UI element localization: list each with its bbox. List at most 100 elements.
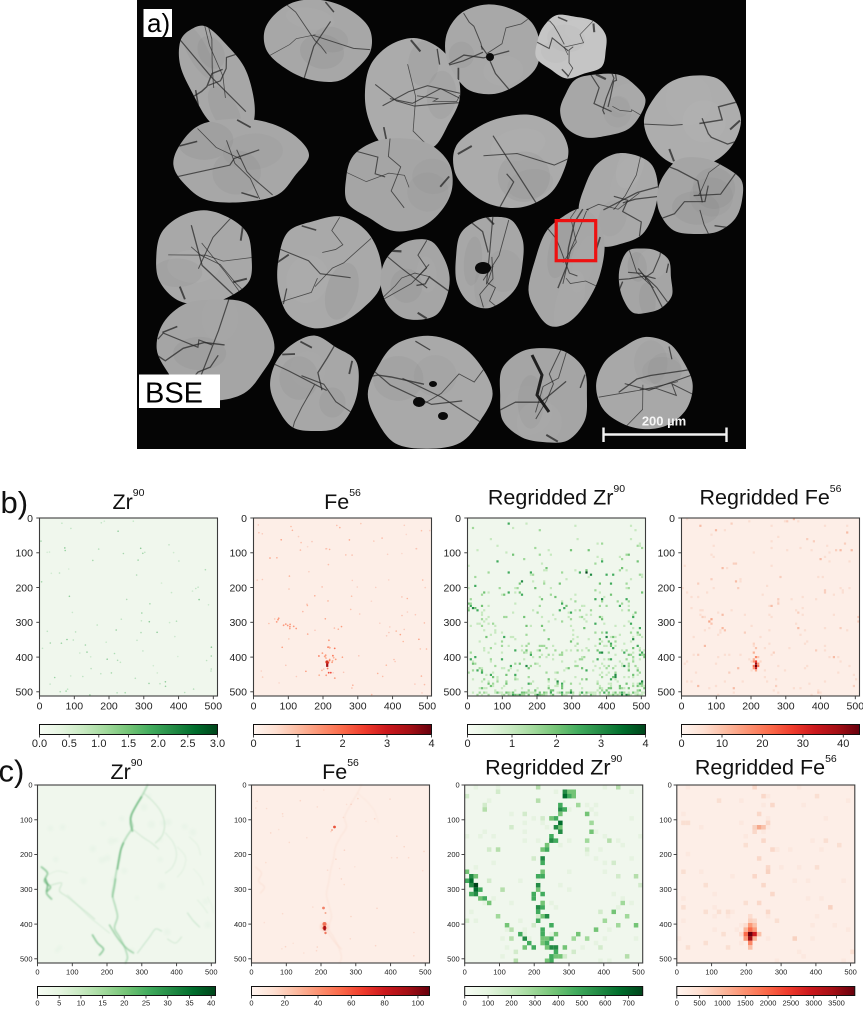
svg-text:0: 0 [675,999,679,1008]
svg-text:100: 100 [705,967,718,976]
svg-text:100: 100 [66,701,84,713]
svg-text:0: 0 [679,701,685,713]
svg-text:100: 100 [443,548,461,560]
svg-text:2: 2 [339,738,345,750]
svg-text:400: 400 [384,701,402,713]
svg-text:5: 5 [57,999,61,1008]
svg-text:60: 60 [347,999,355,1008]
svg-text:100: 100 [20,816,33,825]
svg-text:300: 300 [234,885,247,894]
svg-text:20: 20 [756,738,768,750]
svg-text:500: 500 [847,701,863,713]
svg-text:700: 700 [622,999,635,1008]
svg-text:500: 500 [443,687,461,699]
svg-text:30: 30 [164,999,172,1008]
svg-text:200: 200 [528,701,546,713]
svg-text:40: 40 [837,738,849,750]
svg-text:40: 40 [207,999,215,1008]
svg-text:0.0: 0.0 [32,738,47,750]
svg-text:200: 200 [314,701,332,713]
svg-text:BSE: BSE [145,378,203,410]
svg-text:300: 300 [443,617,461,629]
svg-text:200: 200 [229,582,247,594]
svg-text:200: 200 [505,999,518,1008]
svg-text:3: 3 [598,738,604,750]
svg-text:100: 100 [659,816,672,825]
svg-text:500: 500 [15,687,33,699]
svg-text:400: 400 [170,701,188,713]
svg-text:c): c) [0,754,24,789]
svg-text:400: 400 [659,920,672,929]
svg-text:Regridded Fe56: Regridded Fe56 [695,753,837,780]
svg-text:Regridded Fe56: Regridded Fe56 [700,483,842,510]
svg-text:400: 400 [552,999,565,1008]
svg-text:200: 200 [657,582,675,594]
svg-text:500: 500 [447,955,460,964]
svg-text:500: 500 [657,687,675,699]
svg-text:500: 500 [844,967,857,976]
svg-text:300: 300 [350,967,363,976]
svg-text:200: 200 [447,850,460,859]
svg-text:400: 400 [598,967,611,976]
svg-text:200: 200 [15,582,33,594]
svg-text:400: 400 [443,652,461,664]
svg-text:1.0: 1.0 [91,738,106,750]
svg-text:500: 500 [419,967,432,976]
svg-text:500: 500 [576,999,589,1008]
svg-text:500: 500 [419,701,437,713]
svg-text:100: 100 [280,967,293,976]
svg-text:300: 300 [229,617,247,629]
svg-text:100: 100 [234,816,247,825]
svg-text:2: 2 [553,738,559,750]
svg-text:0: 0 [35,999,39,1008]
svg-text:2.0: 2.0 [151,738,166,750]
svg-text:0: 0 [668,781,672,790]
svg-text:0: 0 [242,781,246,790]
svg-text:0: 0 [249,999,253,1008]
svg-text:100: 100 [412,999,425,1008]
svg-text:3: 3 [384,738,390,750]
svg-text:100: 100 [447,816,460,825]
svg-text:0: 0 [678,738,684,750]
svg-text:3000: 3000 [805,999,822,1008]
svg-text:300: 300 [135,701,153,713]
svg-text:100: 100 [657,548,675,560]
svg-text:300: 300 [777,701,795,713]
svg-text:1: 1 [509,738,515,750]
svg-text:0: 0 [455,513,461,525]
svg-text:Regridded Zr90: Regridded Zr90 [488,483,625,510]
svg-text:100: 100 [708,701,726,713]
svg-text:0: 0 [251,701,257,713]
svg-text:200: 200 [443,582,461,594]
svg-text:200: 200 [740,967,753,976]
svg-text:200: 200 [742,701,760,713]
svg-text:100: 100 [493,967,506,976]
svg-text:0: 0 [250,738,256,750]
svg-text:30: 30 [797,738,809,750]
svg-text:500: 500 [205,701,223,713]
svg-text:2500: 2500 [783,999,800,1008]
svg-text:300: 300 [20,885,33,894]
svg-text:2000: 2000 [760,999,777,1008]
svg-text:0: 0 [456,781,460,790]
svg-text:300: 300 [563,967,576,976]
svg-text:1000: 1000 [714,999,731,1008]
svg-text:35: 35 [185,999,193,1008]
svg-text:500: 500 [205,967,218,976]
svg-text:4: 4 [428,738,434,750]
svg-text:500: 500 [659,955,672,964]
svg-text:300: 300 [563,701,581,713]
svg-text:400: 400 [598,701,616,713]
svg-text:100: 100 [66,967,79,976]
svg-text:10: 10 [77,999,85,1008]
svg-text:20: 20 [281,999,289,1008]
svg-text:300: 300 [447,885,460,894]
svg-text:100: 100 [15,548,33,560]
svg-text:1.5: 1.5 [121,738,136,750]
svg-text:200: 200 [20,850,33,859]
svg-text:25: 25 [142,999,150,1008]
svg-text:2.5: 2.5 [180,738,195,750]
svg-text:4: 4 [642,738,648,750]
svg-text:200 µm: 200 µm [642,414,686,429]
svg-text:300: 300 [136,967,149,976]
